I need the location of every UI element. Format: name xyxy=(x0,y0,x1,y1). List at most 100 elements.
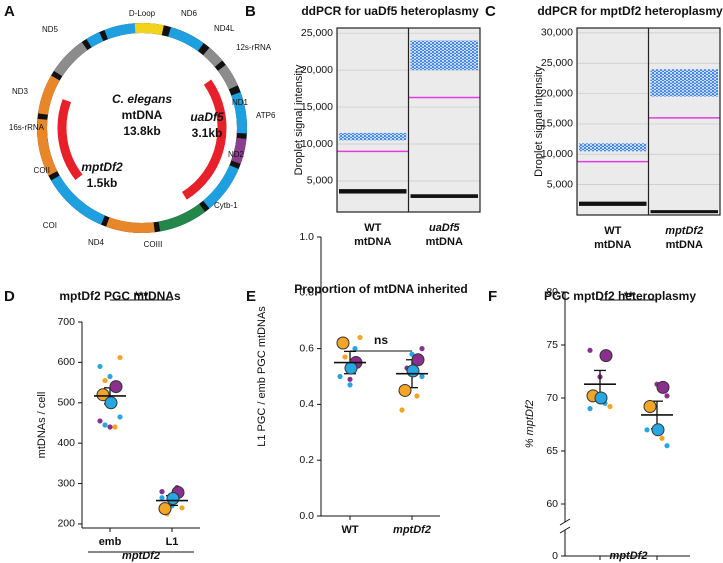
x-tick-label: emb xyxy=(99,536,122,548)
chart-title: ddPCR for uaDf5 heteroplasmy xyxy=(301,4,479,18)
y-axis-title: Droplet signal intensity xyxy=(293,64,305,175)
gene-label: ND4 xyxy=(88,238,105,247)
gene-arc xyxy=(104,23,136,40)
gene-label: COI xyxy=(43,221,57,230)
y-tick-label: 5,000 xyxy=(547,178,573,190)
y-tick-label: 300 xyxy=(57,477,75,489)
gene-label: ND3 xyxy=(12,87,29,96)
gene-arc xyxy=(217,64,238,90)
chart-title: PGC mptDf2 heteroplasmy xyxy=(544,289,696,303)
y-tick-label: 0 xyxy=(552,550,558,562)
cell-dot xyxy=(337,373,343,380)
cell-dot xyxy=(644,427,650,433)
replicate-dot xyxy=(599,349,613,363)
chart-title: mptDf2 PGC mtDNAs xyxy=(59,289,181,303)
gene-label: ND6 xyxy=(181,9,198,18)
gene-arc xyxy=(231,92,247,134)
plot-frame xyxy=(576,27,721,216)
replicate-dot xyxy=(109,380,123,394)
gene-arc xyxy=(168,27,204,52)
replicate-dot xyxy=(336,336,350,350)
cell-dot xyxy=(352,346,358,352)
y-tick-label: 200 xyxy=(57,518,75,530)
lane-label: mtDNA xyxy=(426,236,463,248)
plot-frame xyxy=(336,27,481,213)
replicate-dot xyxy=(406,364,420,378)
replicate-dot xyxy=(158,502,172,516)
deletion-name: uaDf5 xyxy=(190,110,224,124)
y-tick-label: 5,000 xyxy=(307,175,333,187)
panel-label: F xyxy=(488,288,497,305)
cell-dot xyxy=(419,373,425,380)
replicate-dot xyxy=(344,361,358,375)
cell-dot xyxy=(102,422,108,428)
y-axis-title: % mptDf2 xyxy=(524,400,536,448)
y-tick-label: 700 xyxy=(57,316,75,328)
replicate-dot xyxy=(651,423,665,437)
gene-label: Cytb-1 xyxy=(214,201,238,210)
cell-dot xyxy=(102,377,108,384)
significance-label: ns xyxy=(374,333,388,347)
gene-label: COIII xyxy=(144,240,163,249)
x-tick-label: L1 xyxy=(166,536,179,548)
deletion-size: 3.1kb xyxy=(192,126,223,140)
group-label: mptDf2 xyxy=(122,550,160,562)
panel-label: C xyxy=(485,3,496,20)
gene-arc xyxy=(202,164,239,209)
positive-droplets xyxy=(339,132,407,141)
lane-label: WT xyxy=(364,222,381,234)
panel-label: A xyxy=(4,3,15,20)
group-label: mptDf2 xyxy=(610,550,648,562)
deletion-arc xyxy=(181,79,227,200)
gene-label: ND1 xyxy=(232,98,249,107)
positive-droplets xyxy=(650,69,718,97)
y-tick-label: 60 xyxy=(546,498,558,510)
cell-dot xyxy=(97,418,103,424)
panel-label: B xyxy=(245,3,256,20)
significance-label: *** xyxy=(134,289,148,303)
lane-label: mtDNA xyxy=(354,236,391,248)
y-axis-title: Droplet signal intensity xyxy=(533,66,545,177)
cell-dot xyxy=(117,414,123,420)
gene-arc xyxy=(38,75,60,115)
replicate-dot xyxy=(166,492,180,506)
center-label: 13.8kb xyxy=(123,124,160,138)
cell-dot xyxy=(347,382,353,388)
replicate-dot xyxy=(656,380,670,394)
gene-label: ND5 xyxy=(42,25,59,34)
gene-arc xyxy=(106,217,155,233)
lane-label: mtDNA xyxy=(666,239,703,251)
gene-arc xyxy=(53,41,88,77)
gene-arc xyxy=(202,47,223,68)
panel-label: D xyxy=(4,288,15,305)
negative-droplets xyxy=(650,210,718,214)
gene-label: ND4L xyxy=(214,24,235,33)
cell-dot xyxy=(399,407,405,413)
gene-arc xyxy=(51,175,106,225)
cell-dot xyxy=(587,406,593,412)
cell-dot xyxy=(659,435,665,441)
cell-dot xyxy=(97,363,103,370)
cell-dot xyxy=(117,354,123,361)
cell-dot xyxy=(179,505,185,511)
gene-arc xyxy=(37,118,58,176)
y-tick-label: 75 xyxy=(546,339,558,351)
gene-label: 16s-rRNA xyxy=(9,123,45,132)
y-tick-label: 15,000 xyxy=(301,101,333,113)
y-tick-label: 25,000 xyxy=(301,27,333,39)
y-tick-label: 25,000 xyxy=(541,57,573,69)
y-tick-label: 1.0 xyxy=(299,231,314,243)
y-tick-label: 20,000 xyxy=(541,87,573,99)
gene-label: COII xyxy=(34,166,50,175)
cell-dot xyxy=(342,354,348,360)
y-tick-label: 0.6 xyxy=(299,342,314,354)
y-tick-label: 600 xyxy=(57,356,75,368)
cell-dot xyxy=(159,495,165,501)
cell-dot xyxy=(664,443,670,449)
y-tick-label: 10,000 xyxy=(301,138,333,150)
x-tick-label: WT xyxy=(341,524,358,536)
negative-droplets xyxy=(579,201,647,206)
cell-dot xyxy=(607,403,613,410)
y-axis-title: L1 PGC / emb PGC mtDNAs xyxy=(256,306,268,447)
